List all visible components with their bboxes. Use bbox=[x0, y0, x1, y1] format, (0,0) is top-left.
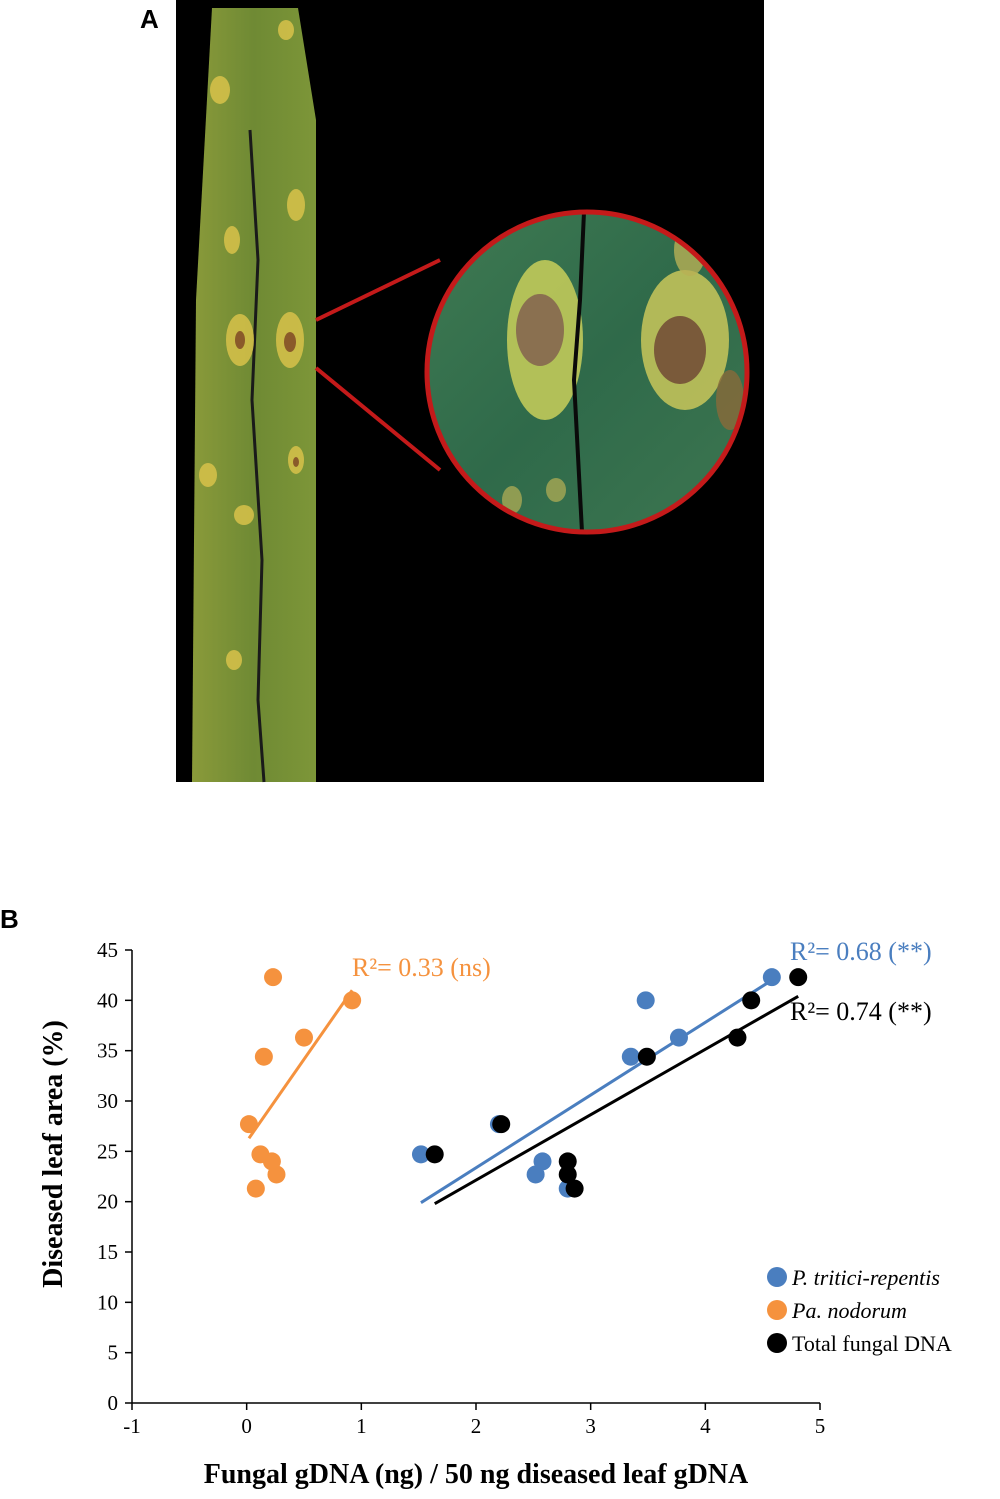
data-point-ptr bbox=[636, 991, 655, 1010]
zoom-inset bbox=[427, 212, 747, 532]
x-tick-label: -1 bbox=[123, 1414, 141, 1438]
trend-line-ptr bbox=[420, 978, 773, 1204]
trend-lines bbox=[247, 978, 799, 1205]
y-axis-title: Diseased leaf area (%) bbox=[38, 1020, 69, 1288]
data-point-total bbox=[565, 1179, 584, 1198]
y-tick-label: 5 bbox=[108, 1341, 119, 1365]
zoom-connector-bottom bbox=[314, 366, 442, 472]
data-point-pan bbox=[264, 968, 283, 987]
y-tick-label: 30 bbox=[97, 1089, 118, 1113]
x-tick-label: 5 bbox=[815, 1414, 826, 1438]
legend-marker-ptr bbox=[767, 1267, 787, 1287]
data-point-total bbox=[637, 1047, 656, 1066]
legend-label-pan: Pa. nodorum bbox=[791, 1298, 907, 1323]
y-tick-label: 20 bbox=[97, 1190, 118, 1214]
zoom-connector-top bbox=[315, 258, 441, 322]
legend-label-ptr: P. tritici-repentis bbox=[791, 1265, 940, 1290]
data-point-total bbox=[789, 968, 808, 987]
data-point-pan bbox=[295, 1028, 313, 1047]
data-point-ptr bbox=[411, 1145, 430, 1164]
y-tick-label: 15 bbox=[97, 1240, 118, 1264]
data-point-total bbox=[742, 991, 761, 1010]
data-point-total bbox=[558, 1165, 577, 1184]
legend-label-total: Total fungal DNA bbox=[792, 1331, 952, 1356]
data-point-ptr bbox=[533, 1152, 552, 1171]
data-point-ptr bbox=[669, 1028, 688, 1047]
y-tick-label: 45 bbox=[97, 938, 118, 962]
data-point-total bbox=[492, 1115, 511, 1134]
y-tick-label: 0 bbox=[108, 1391, 119, 1415]
r2-labels: R²= 0.68 (**) R²= 0.33 (ns) R²= 0.74 (**) bbox=[352, 937, 932, 1026]
data-point-ptr bbox=[762, 968, 781, 987]
trend-line-pan bbox=[247, 989, 354, 1140]
data-point-pan bbox=[343, 991, 362, 1010]
leaf-midrib-crack bbox=[248, 129, 266, 783]
panel-b-label: B bbox=[0, 904, 19, 934]
x-tick-label: 1 bbox=[356, 1414, 367, 1438]
leaf-photograph bbox=[176, 0, 764, 783]
data-point-total bbox=[728, 1028, 747, 1047]
legend-marker-pan bbox=[767, 1300, 787, 1320]
r2-label-total: R²= 0.74 (**) bbox=[790, 997, 932, 1026]
data-points bbox=[239, 968, 808, 1198]
zoom-ring bbox=[424, 209, 750, 535]
data-point-pan bbox=[239, 1115, 258, 1134]
y-tick-label: 10 bbox=[97, 1290, 118, 1314]
data-point-total bbox=[425, 1145, 444, 1164]
leaf-blade bbox=[192, 8, 316, 782]
leaf-lesion-centers bbox=[235, 331, 299, 467]
data-point-ptr bbox=[621, 1047, 640, 1066]
chart-legend: P. tritici-repentis Pa. nodorum Total fung… bbox=[767, 1265, 952, 1356]
x-tick-label: 0 bbox=[241, 1414, 252, 1438]
legend-marker-total bbox=[767, 1333, 787, 1353]
data-point-pan bbox=[246, 1179, 265, 1198]
trend-line-total bbox=[433, 995, 799, 1205]
y-tick-label: 25 bbox=[97, 1139, 118, 1163]
x-axis-title: Fungal gDNA (ng) / 50 ng diseased leaf g… bbox=[204, 1459, 749, 1490]
x-tick-label: 4 bbox=[700, 1414, 711, 1438]
y-tick-label: 35 bbox=[97, 1039, 118, 1063]
r2-label-ptr: R²= 0.68 (**) bbox=[790, 937, 932, 966]
data-point-pan bbox=[267, 1165, 286, 1184]
r2-label-pan: R²= 0.33 (ns) bbox=[352, 953, 491, 982]
panel-a-label: A bbox=[140, 4, 159, 34]
x-tick-label: 3 bbox=[585, 1414, 596, 1438]
data-point-pan bbox=[254, 1047, 273, 1066]
y-tick-label: 40 bbox=[97, 988, 118, 1012]
x-tick-label: 2 bbox=[471, 1414, 482, 1438]
data-point-total bbox=[558, 1152, 577, 1171]
